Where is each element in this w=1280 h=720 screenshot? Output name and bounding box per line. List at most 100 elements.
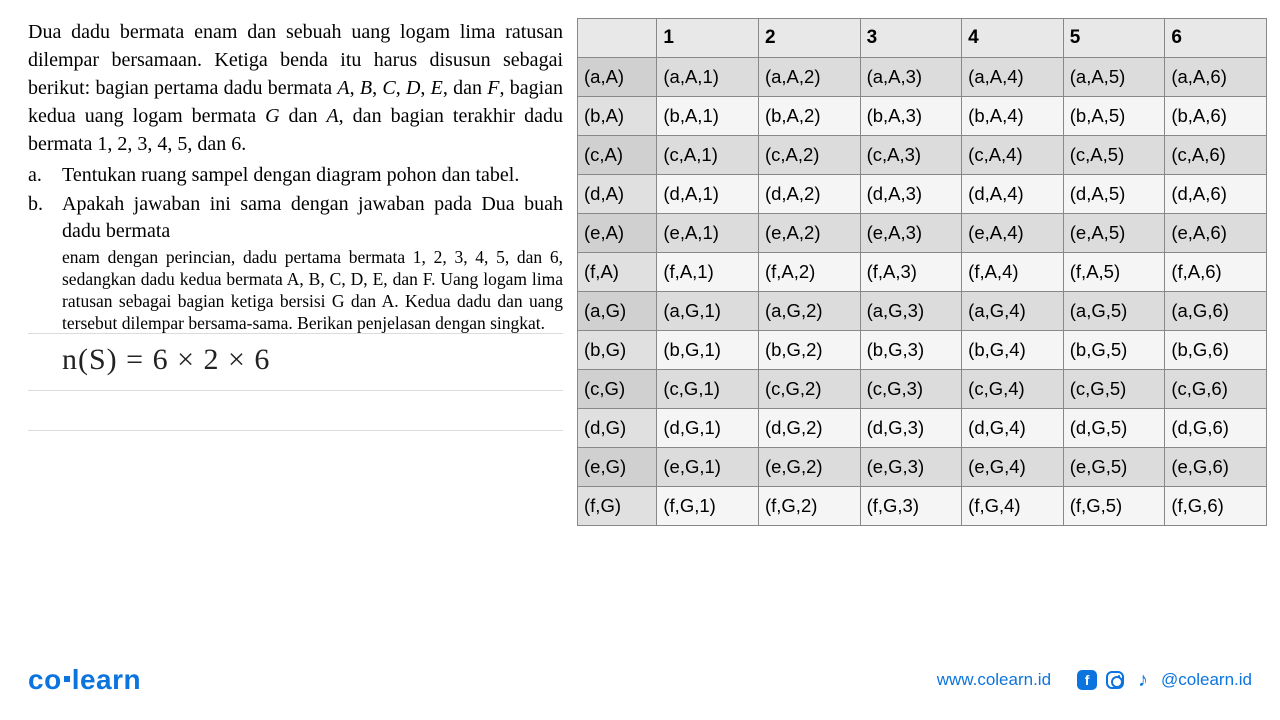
table-row: (f,A)(f,A,1)(f,A,2)(f,A,3)(f,A,4)(f,A,5)… bbox=[578, 253, 1267, 292]
table-row: (f,G)(f,G,1)(f,G,2)(f,G,3)(f,G,4)(f,G,5)… bbox=[578, 487, 1267, 526]
table-cell: (c,G,6) bbox=[1165, 370, 1267, 409]
table-row: (d,A)(d,A,1)(d,A,2)(d,A,3)(d,A,4)(d,A,5)… bbox=[578, 175, 1267, 214]
table-cell: (c,A,6) bbox=[1165, 136, 1267, 175]
table-row: (b,G)(b,G,1)(b,G,2)(b,G,3)(b,G,4)(b,G,5)… bbox=[578, 331, 1267, 370]
table-row-header: (a,A) bbox=[578, 58, 657, 97]
table-row-header: (e,A) bbox=[578, 214, 657, 253]
table-corner bbox=[578, 19, 657, 58]
table-cell: (f,G,1) bbox=[657, 487, 759, 526]
table-row-header: (d,A) bbox=[578, 175, 657, 214]
table-col-header: 4 bbox=[962, 19, 1064, 58]
table-cell: (e,G,4) bbox=[962, 448, 1064, 487]
table-col-header: 6 bbox=[1165, 19, 1267, 58]
table-cell: (b,G,3) bbox=[860, 331, 962, 370]
table-cell: (b,A,3) bbox=[860, 97, 962, 136]
content-b: Apakah jawaban ini sama dengan jawaban p… bbox=[62, 191, 563, 335]
table-row: (b,A)(b,A,1)(b,A,2)(b,A,3)(b,A,4)(b,A,5)… bbox=[578, 97, 1267, 136]
table-cell: (a,G,4) bbox=[962, 292, 1064, 331]
label-a: a. bbox=[28, 162, 62, 189]
table-cell: (e,G,3) bbox=[860, 448, 962, 487]
table-cell: (a,G,2) bbox=[758, 292, 860, 331]
table-row: (a,A)(a,A,1)(a,A,2)(a,A,3)(a,A,4)(a,A,5)… bbox=[578, 58, 1267, 97]
table-cell: (f,A,3) bbox=[860, 253, 962, 292]
table-cell: (d,G,1) bbox=[657, 409, 759, 448]
table-cell: (e,G,6) bbox=[1165, 448, 1267, 487]
sub-item-a: a. Tentukan ruang sampel dengan diagram … bbox=[28, 162, 563, 189]
table-cell: (a,A,2) bbox=[758, 58, 860, 97]
table-cell: (e,A,3) bbox=[860, 214, 962, 253]
sample-space-table: 123456 (a,A)(a,A,1)(a,A,2)(a,A,3)(a,A,4)… bbox=[577, 18, 1267, 526]
table-cell: (b,G,5) bbox=[1063, 331, 1165, 370]
sub-item-b: b. Apakah jawaban ini sama dengan jawaba… bbox=[28, 191, 563, 335]
table-cell: (e,G,5) bbox=[1063, 448, 1165, 487]
table-row-header: (d,G) bbox=[578, 409, 657, 448]
table-cell: (f,G,6) bbox=[1165, 487, 1267, 526]
table-cell: (c,G,4) bbox=[962, 370, 1064, 409]
table-cell: (b,G,6) bbox=[1165, 331, 1267, 370]
table-col-header: 3 bbox=[860, 19, 962, 58]
table-cell: (b,A,4) bbox=[962, 97, 1064, 136]
table-cell: (c,G,1) bbox=[657, 370, 759, 409]
table-cell: (a,A,4) bbox=[962, 58, 1064, 97]
table-row-header: (b,A) bbox=[578, 97, 657, 136]
table-cell: (a,G,3) bbox=[860, 292, 962, 331]
table-cell: (b,G,2) bbox=[758, 331, 860, 370]
table-cell: (a,A,1) bbox=[657, 58, 759, 97]
table-cell: (a,A,5) bbox=[1063, 58, 1165, 97]
table-cell: (f,G,2) bbox=[758, 487, 860, 526]
table-cell: (e,A,6) bbox=[1165, 214, 1267, 253]
table-cell: (c,G,2) bbox=[758, 370, 860, 409]
table-cell: (e,A,1) bbox=[657, 214, 759, 253]
table-cell: (c,A,2) bbox=[758, 136, 860, 175]
table-cell: (d,G,4) bbox=[962, 409, 1064, 448]
logo-co: co bbox=[28, 664, 62, 695]
footer: colearn www.colearn.id f ♪ @colearn.id bbox=[28, 664, 1252, 696]
table-cell: (d,A,4) bbox=[962, 175, 1064, 214]
table-cell: (c,G,3) bbox=[860, 370, 962, 409]
table-cell: (d,G,5) bbox=[1063, 409, 1165, 448]
table-cell: (d,A,2) bbox=[758, 175, 860, 214]
question-column: Dua dadu bermata enam dan sebuah uang lo… bbox=[28, 18, 573, 526]
social-icons: f ♪ @colearn.id bbox=[1077, 670, 1252, 690]
table-cell: (f,G,5) bbox=[1063, 487, 1165, 526]
table-cell: (a,G,6) bbox=[1165, 292, 1267, 331]
table-cell: (d,G,2) bbox=[758, 409, 860, 448]
table-col-header: 2 bbox=[758, 19, 860, 58]
table-row-header: (f,A) bbox=[578, 253, 657, 292]
table-cell: (e,G,2) bbox=[758, 448, 860, 487]
table-cell: (d,A,3) bbox=[860, 175, 962, 214]
table-row: (e,A)(e,A,1)(e,A,2)(e,A,3)(e,A,4)(e,A,5)… bbox=[578, 214, 1267, 253]
instagram-icon bbox=[1105, 670, 1125, 690]
main-content: Dua dadu bermata enam dan sebuah uang lo… bbox=[0, 0, 1280, 526]
table-row-header: (e,G) bbox=[578, 448, 657, 487]
logo-learn: learn bbox=[72, 664, 141, 695]
table-cell: (f,A,1) bbox=[657, 253, 759, 292]
table-head: 123456 bbox=[578, 19, 1267, 58]
table-row-header: (f,G) bbox=[578, 487, 657, 526]
table-row: (d,G)(d,G,1)(d,G,2)(d,G,3)(d,G,4)(d,G,5)… bbox=[578, 409, 1267, 448]
table-cell: (f,A,2) bbox=[758, 253, 860, 292]
table-row-header: (b,G) bbox=[578, 331, 657, 370]
content-a: Tentukan ruang sampel dengan diagram poh… bbox=[62, 162, 563, 189]
table-cell: (c,A,4) bbox=[962, 136, 1064, 175]
table-cell: (d,A,6) bbox=[1165, 175, 1267, 214]
table-cell: (f,A,4) bbox=[962, 253, 1064, 292]
table-row: (c,A)(c,A,1)(c,A,2)(c,A,3)(c,A,4)(c,A,5)… bbox=[578, 136, 1267, 175]
colearn-logo: colearn bbox=[28, 664, 141, 696]
table-cell: (a,A,6) bbox=[1165, 58, 1267, 97]
table-row-header: (c,A) bbox=[578, 136, 657, 175]
label-b: b. bbox=[28, 191, 62, 335]
table-column: 123456 (a,A)(a,A,1)(a,A,2)(a,A,3)(a,A,4)… bbox=[573, 18, 1267, 526]
sub-questions: a. Tentukan ruang sampel dengan diagram … bbox=[28, 162, 563, 335]
table-cell: (c,A,3) bbox=[860, 136, 962, 175]
table-col-header: 1 bbox=[657, 19, 759, 58]
table-cell: (e,G,1) bbox=[657, 448, 759, 487]
table-cell: (e,A,4) bbox=[962, 214, 1064, 253]
footer-handle: @colearn.id bbox=[1161, 670, 1252, 690]
content-b-line1: Apakah jawaban ini sama dengan jawaban p… bbox=[62, 193, 563, 242]
table-cell: (a,G,5) bbox=[1063, 292, 1165, 331]
table-cell: (d,A,1) bbox=[657, 175, 759, 214]
table-cell: (e,A,2) bbox=[758, 214, 860, 253]
table-cell: (d,G,6) bbox=[1165, 409, 1267, 448]
table-cell: (f,G,3) bbox=[860, 487, 962, 526]
